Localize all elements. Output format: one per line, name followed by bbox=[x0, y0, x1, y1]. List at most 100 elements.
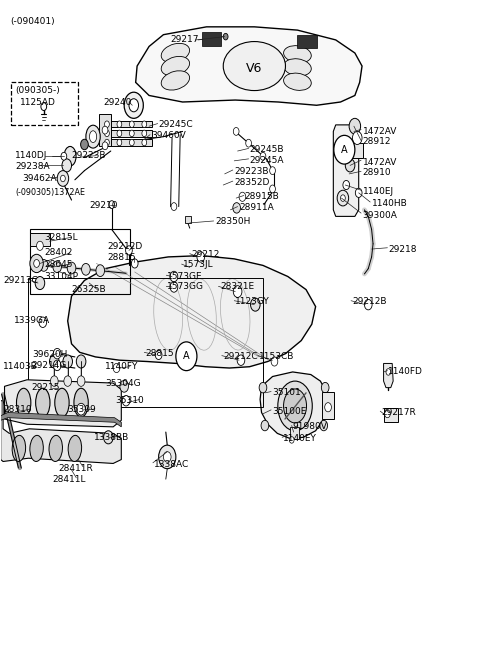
Ellipse shape bbox=[30, 436, 43, 462]
Circle shape bbox=[53, 360, 61, 371]
Circle shape bbox=[39, 317, 47, 328]
Text: (090305-): (090305-) bbox=[15, 86, 60, 96]
Text: 1140FD: 1140FD bbox=[388, 367, 423, 377]
Text: 29213C: 29213C bbox=[3, 276, 38, 285]
Text: 29223B: 29223B bbox=[72, 151, 106, 160]
Circle shape bbox=[223, 33, 228, 40]
Circle shape bbox=[126, 246, 132, 255]
Text: 29212D: 29212D bbox=[107, 242, 142, 251]
Circle shape bbox=[60, 175, 65, 181]
Text: 1472AV: 1472AV bbox=[362, 127, 397, 136]
Circle shape bbox=[41, 103, 47, 111]
Circle shape bbox=[270, 185, 276, 193]
Text: 1338AC: 1338AC bbox=[154, 460, 189, 469]
Circle shape bbox=[113, 364, 120, 373]
Bar bbox=[105, 140, 152, 146]
Text: 35304G: 35304G bbox=[105, 379, 141, 388]
Circle shape bbox=[82, 263, 90, 275]
Circle shape bbox=[246, 140, 252, 147]
Bar bbox=[323, 392, 334, 419]
Circle shape bbox=[102, 126, 108, 134]
Text: 28411L: 28411L bbox=[52, 475, 86, 483]
Text: 28411R: 28411R bbox=[58, 464, 93, 472]
Text: 39462A: 39462A bbox=[22, 174, 57, 183]
Text: 1338BB: 1338BB bbox=[94, 433, 129, 442]
Bar bbox=[30, 233, 49, 246]
Bar bbox=[11, 83, 78, 125]
Circle shape bbox=[233, 202, 240, 213]
Circle shape bbox=[355, 188, 362, 197]
Text: 29215: 29215 bbox=[32, 383, 60, 392]
Circle shape bbox=[96, 265, 105, 276]
Text: 28912: 28912 bbox=[362, 138, 391, 146]
Text: 91980V: 91980V bbox=[293, 422, 327, 432]
Polygon shape bbox=[333, 125, 359, 216]
Text: 1125AD: 1125AD bbox=[20, 98, 56, 107]
Text: (-090401): (-090401) bbox=[10, 17, 55, 26]
Circle shape bbox=[270, 167, 276, 174]
Polygon shape bbox=[0, 413, 121, 427]
Text: 29217R: 29217R bbox=[381, 408, 416, 417]
Text: 1140DJ: 1140DJ bbox=[15, 151, 48, 160]
Circle shape bbox=[349, 119, 360, 134]
Text: 33104P: 33104P bbox=[45, 272, 79, 281]
Text: 29218: 29218 bbox=[388, 244, 417, 253]
Text: 1153CB: 1153CB bbox=[259, 352, 295, 362]
Circle shape bbox=[117, 121, 122, 128]
Bar bbox=[30, 229, 130, 293]
Bar bbox=[350, 143, 363, 158]
Bar bbox=[202, 32, 221, 47]
Circle shape bbox=[176, 342, 197, 371]
Ellipse shape bbox=[284, 389, 307, 423]
Circle shape bbox=[61, 153, 67, 160]
Text: 29245A: 29245A bbox=[250, 156, 284, 164]
Circle shape bbox=[34, 259, 39, 267]
Bar bbox=[298, 35, 317, 48]
Circle shape bbox=[53, 261, 61, 272]
Text: 29238A: 29238A bbox=[15, 162, 49, 171]
Text: 29212B: 29212B bbox=[352, 297, 387, 306]
Bar bbox=[99, 115, 111, 146]
Text: 1339GA: 1339GA bbox=[14, 316, 50, 326]
Text: 1573GG: 1573GG bbox=[167, 282, 204, 291]
Text: A: A bbox=[183, 351, 190, 362]
Circle shape bbox=[129, 99, 139, 112]
Ellipse shape bbox=[284, 46, 311, 63]
Ellipse shape bbox=[89, 131, 96, 143]
Polygon shape bbox=[0, 401, 121, 464]
Circle shape bbox=[289, 437, 294, 443]
Text: 35310: 35310 bbox=[116, 396, 144, 405]
Text: 29245C: 29245C bbox=[158, 121, 193, 130]
Ellipse shape bbox=[49, 436, 62, 462]
Circle shape bbox=[64, 376, 72, 386]
Circle shape bbox=[49, 355, 59, 368]
Circle shape bbox=[77, 376, 85, 386]
Circle shape bbox=[384, 410, 390, 418]
Bar bbox=[185, 216, 191, 223]
Circle shape bbox=[340, 195, 345, 201]
Text: 29214G: 29214G bbox=[32, 361, 67, 370]
Ellipse shape bbox=[278, 381, 312, 431]
Circle shape bbox=[233, 286, 242, 297]
Text: 1140EJ: 1140EJ bbox=[362, 187, 394, 196]
Circle shape bbox=[386, 369, 391, 375]
Circle shape bbox=[239, 192, 246, 201]
Text: 1123GY: 1123GY bbox=[235, 297, 270, 306]
Circle shape bbox=[109, 200, 115, 208]
Ellipse shape bbox=[161, 43, 190, 63]
Circle shape bbox=[105, 121, 109, 128]
Text: 1472AV: 1472AV bbox=[362, 158, 397, 166]
Circle shape bbox=[76, 355, 86, 368]
Text: (-090305)1372AE: (-090305)1372AE bbox=[15, 189, 85, 197]
Bar bbox=[105, 121, 152, 128]
Text: 32815L: 32815L bbox=[45, 233, 78, 242]
Circle shape bbox=[122, 396, 130, 406]
Circle shape bbox=[105, 140, 109, 146]
Text: 39300A: 39300A bbox=[362, 210, 397, 219]
Text: 1573JL: 1573JL bbox=[182, 260, 213, 269]
Text: 28350H: 28350H bbox=[215, 217, 251, 226]
Circle shape bbox=[261, 421, 269, 431]
Text: 39620H: 39620H bbox=[32, 350, 67, 360]
Text: 28915B: 28915B bbox=[245, 193, 279, 201]
Circle shape bbox=[364, 299, 372, 310]
